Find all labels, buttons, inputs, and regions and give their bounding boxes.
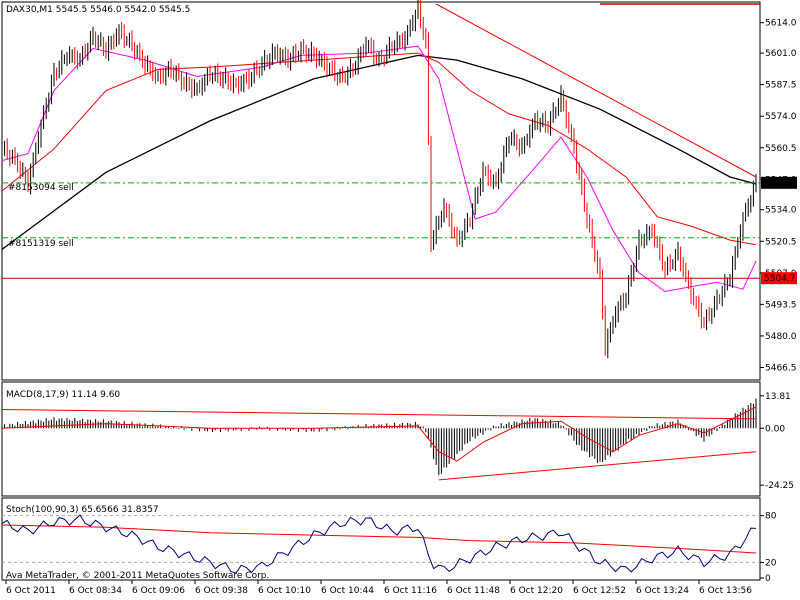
current-price-badge xyxy=(761,176,797,189)
time-tick-label: 6 Oct 08:34 xyxy=(69,586,122,596)
current-price-text: 5545.5 xyxy=(764,179,796,189)
ma-fast-line xyxy=(1,45,757,293)
order-label-2: #8151319 sell xyxy=(8,239,74,249)
price-tick-label: 5601.0 xyxy=(765,49,797,59)
stoch-lines xyxy=(1,514,760,574)
time-tick-label: 6 Oct 11:48 xyxy=(447,586,500,596)
stoch-tick-label: 80 xyxy=(765,512,777,522)
red-level-badge xyxy=(761,272,797,285)
stoch-tick-label: 0 xyxy=(765,574,771,584)
price-panel[interactable]: DAX30,M1 5545.5 5546.0 5542.0 5545.5 #81… xyxy=(1,0,797,381)
macd-trend-line-2 xyxy=(438,451,757,481)
price-tick-label: 5560.5 xyxy=(765,144,797,154)
price-tick-label: 5614.0 xyxy=(765,19,797,29)
time-tick-label: 6 Oct 12:20 xyxy=(510,586,563,596)
price-tick-label: 5493.5 xyxy=(765,300,797,310)
price-tick-label: 5534.0 xyxy=(765,206,797,216)
time-axis: 6 Oct 2011 6 Oct 08:34 6 Oct 09:06 6 Oct 09… xyxy=(5,580,752,596)
price-tick-label: 5466.5 xyxy=(765,363,797,373)
stoch-label: Stoch(100,90,3) 65.6566 31.8357 xyxy=(6,505,159,515)
price-tick-label: 5587.5 xyxy=(765,81,797,91)
price-levels xyxy=(2,3,760,279)
time-tick-label: 6 Oct 11:16 xyxy=(384,586,437,596)
macd-tick-label: -24.25 xyxy=(765,481,794,491)
stoch-panel[interactable]: Stoch(100,90,3) 65.6566 31.8357 Ava Meta… xyxy=(1,497,777,584)
macd-tick-label: 0.00 xyxy=(765,424,785,434)
macd-label: MACD(8,17,9) 11.14 9.60 xyxy=(6,390,120,400)
macd-trend-line-1 xyxy=(1,409,757,420)
time-tick-label: 6 Oct 2011 xyxy=(6,586,56,596)
time-tick-label: 6 Oct 12:52 xyxy=(573,586,626,596)
time-tick-label: 6 Oct 10:44 xyxy=(321,586,374,596)
order-label-1: #8153094 sell xyxy=(8,183,74,193)
stoch-main-line xyxy=(1,514,757,574)
price-tick-label: 5520.5 xyxy=(765,237,797,247)
price-tick-label: 5480.0 xyxy=(765,332,797,342)
macd-axis: 13.81 0.00 -24.25 xyxy=(760,392,794,491)
price-tick-label: 5574.0 xyxy=(765,112,797,122)
red-level-text: 5504.7 xyxy=(764,274,796,284)
trend-line xyxy=(435,3,757,178)
symbol-title: DAX30,M1 5545.5 5546.0 5542.0 5545.5 xyxy=(6,5,190,15)
macd-signal-line xyxy=(1,406,757,462)
price-moving-averages xyxy=(1,45,757,293)
copyright-text: Ava MetaTrader, © 2001-2011 MetaQuotes S… xyxy=(6,571,269,581)
time-tick-label: 6 Oct 13:56 xyxy=(699,586,752,596)
stoch-signal-line xyxy=(1,524,757,554)
macd-panel[interactable]: MACD(8,17,9) 11.14 9.60 13.81 0.00 -24.25 xyxy=(1,381,794,497)
stoch-tick-label: 20 xyxy=(765,558,777,568)
ma-mid-line xyxy=(1,52,757,246)
time-tick-label: 6 Oct 13:24 xyxy=(636,586,689,596)
price-bars xyxy=(4,0,757,359)
time-tick-label: 6 Oct 09:06 xyxy=(132,586,185,596)
price-axis: 5614.05601.05587.55574.05560.55547.05534… xyxy=(760,19,797,373)
time-tick-label: 6 Oct 10:10 xyxy=(258,586,311,596)
stoch-axis: 80 20 0 xyxy=(760,512,777,584)
macd-histogram xyxy=(1,398,757,481)
ma-slow-line xyxy=(1,54,757,250)
time-tick-label: 6 Oct 09:38 xyxy=(195,586,248,596)
macd-tick-label: 13.81 xyxy=(765,392,791,402)
